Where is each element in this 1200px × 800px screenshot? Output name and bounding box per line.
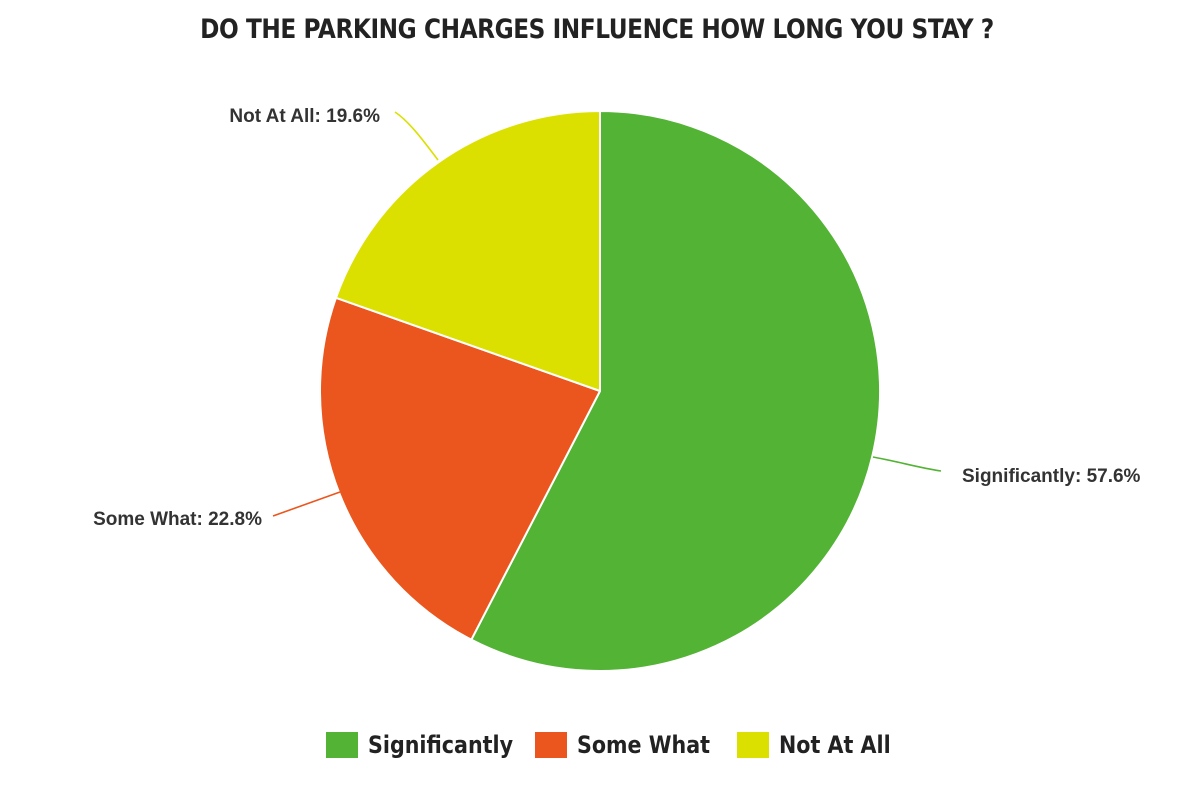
pie-slice-not-at-all[interactable] (334, 110, 601, 392)
legend-swatch-significantly (326, 732, 358, 758)
slice-label-significantly: Significantly: 57.6% (962, 466, 1141, 487)
pie-slice-significantly[interactable] (470, 110, 881, 672)
legend-item-not-at-all[interactable]: Not At All (737, 728, 909, 762)
chart-title: DO THE PARKING CHARGES INFLUENCE HOW LON… (200, 14, 994, 45)
slice-labels: Significantly: 57.6% Some What: 22.8% Not … (93, 106, 1140, 530)
leader-line-not-at-all (394, 111, 439, 161)
pie-slices (319, 110, 881, 672)
slice-label-some-what: Some What: 22.8% (93, 509, 262, 530)
leader-line-significantly (872, 456, 942, 472)
legend-swatch-not-at-all (737, 732, 769, 758)
legend-label-not-at-all: Not At All (779, 731, 891, 759)
legend-swatch-some-what (535, 732, 567, 758)
legend-label-some-what: Some What (577, 731, 710, 759)
pie-slice-some-what[interactable] (319, 296, 601, 641)
slice-label-not-at-all: Not At All: 19.6% (229, 106, 380, 127)
legend-item-significantly[interactable]: Significantly (326, 728, 537, 762)
legend-label-significantly: Significantly (368, 731, 514, 759)
leader-lines (272, 111, 942, 517)
leader-line-some-what (272, 491, 341, 517)
legend: Significantly Some What Not At All (0, 728, 1200, 762)
legend-item-some-what[interactable]: Some What (535, 728, 732, 762)
